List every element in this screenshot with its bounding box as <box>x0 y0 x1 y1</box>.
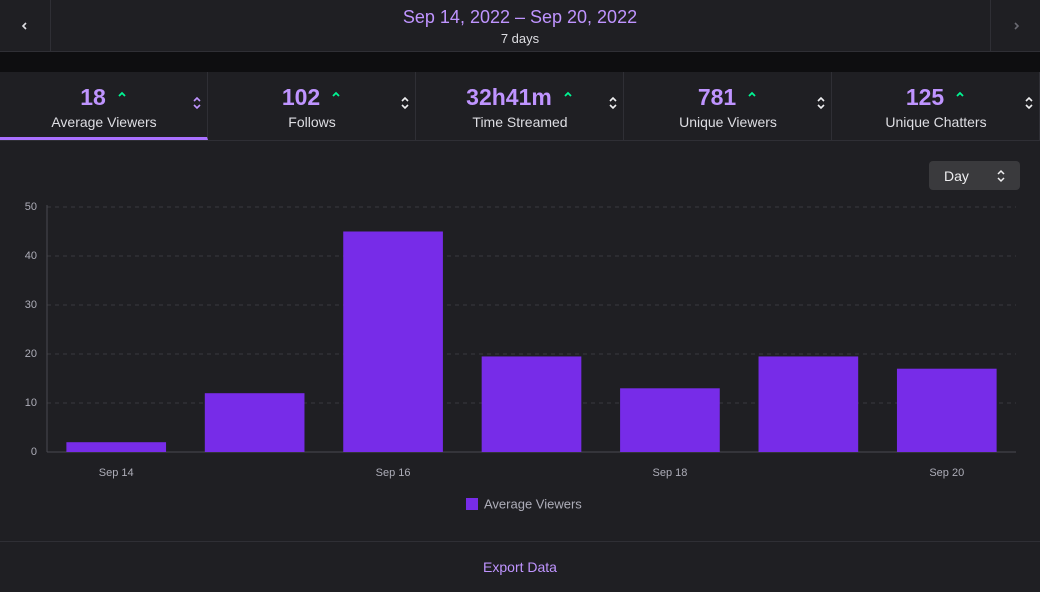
date-span: 7 days <box>500 31 540 46</box>
date-range: Sep 14, 2022 – Sep 20, 2022 <box>402 7 638 27</box>
x-tick-label: Sep 14 <box>99 467 134 479</box>
x-tick-label: Sep 18 <box>652 467 687 479</box>
stat-value-text: 32h41m <box>466 84 552 110</box>
sort-icon <box>401 96 409 110</box>
trend-up-icon <box>564 91 572 97</box>
trend-up-icon <box>956 91 964 97</box>
icon-path <box>564 91 572 97</box>
period-select[interactable]: Day <box>929 161 1020 190</box>
sort-icon <box>1025 96 1033 110</box>
icon-path <box>193 96 201 110</box>
chart: 0 10 20 30 40 50 Average Viewers Sep 14 Sep 16 Se… <box>25 201 1016 511</box>
x-tick-label: Sep 16 <box>376 467 411 479</box>
bar <box>481 356 582 452</box>
stat-value: 102 <box>208 84 416 111</box>
trend-up-icon <box>332 91 340 97</box>
stat-label: Time Streamed <box>472 114 568 130</box>
stat-label: Follows <box>288 114 336 130</box>
y-tick-label: 20 <box>25 348 37 360</box>
stat-value: 781 <box>624 84 832 111</box>
legend-swatch <box>466 498 478 510</box>
chart-panel: 0 10 20 30 40 50 Average Viewers Sep 14 Sep 16 Se… <box>0 141 1040 541</box>
icon-path <box>401 96 409 110</box>
stat-value: 18 <box>0 84 208 111</box>
y-tick-label: 10 <box>25 397 37 409</box>
stat-value-text: 18 <box>80 84 106 110</box>
icon-path <box>956 91 964 97</box>
y-tick-label: 50 <box>25 201 37 213</box>
bar <box>343 231 443 452</box>
sort-icon <box>817 96 825 110</box>
stat-label: Average Viewers <box>51 114 157 130</box>
bar <box>758 356 859 452</box>
icon-path <box>748 91 756 97</box>
stats-row: 18 Average Viewers 102 Follows 32h41m Time St… <box>0 72 1040 141</box>
stat-cell[interactable]: 125 Unique Chatters <box>832 72 1040 140</box>
stat-cell[interactable]: 32h41m Time Streamed <box>416 72 624 140</box>
legend-label: Average Viewers <box>484 496 582 511</box>
icon-path <box>118 91 126 97</box>
y-tick-label: 40 <box>25 250 37 262</box>
stat-value-text: 781 <box>697 84 737 110</box>
icon-path <box>609 96 617 110</box>
stat-value: 32h41m <box>416 84 624 111</box>
export-button[interactable]: Export Data <box>483 559 557 575</box>
stat-value-text: 125 <box>905 84 945 110</box>
stat-cell[interactable]: 18 Average Viewers <box>0 72 208 140</box>
y-tick-label: 0 <box>31 446 37 458</box>
select-icon <box>997 169 1005 183</box>
icon-path <box>332 91 340 97</box>
stat-cell[interactable]: 102 Follows <box>208 72 416 140</box>
x-tick-label: Sep 20 <box>929 467 964 479</box>
stat-value: 125 <box>832 84 1040 111</box>
stat-value-text: 102 <box>281 84 321 110</box>
stat-cell[interactable]: 781 Unique Viewers <box>624 72 832 140</box>
icon-path <box>1025 96 1033 110</box>
prev-button[interactable] <box>0 0 51 52</box>
stat-label: Unique Viewers <box>679 114 777 130</box>
trend-up-icon <box>748 91 756 97</box>
icon-path <box>817 96 825 110</box>
sort-icon <box>193 96 201 110</box>
date-bar: Sep 14, 2022 – Sep 20, 2022 7 days <box>0 0 1040 52</box>
y-tick-label: 30 <box>25 299 37 311</box>
sort-icon <box>609 96 617 110</box>
bar <box>896 368 997 452</box>
next-button[interactable] <box>990 0 1040 52</box>
bar <box>204 393 305 452</box>
stat-label: Unique Chatters <box>885 114 987 130</box>
bar <box>66 442 167 452</box>
footer: Export Data <box>0 541 1040 592</box>
trend-up-icon <box>118 91 126 97</box>
period-label: Day <box>944 168 969 184</box>
bar <box>620 388 720 452</box>
